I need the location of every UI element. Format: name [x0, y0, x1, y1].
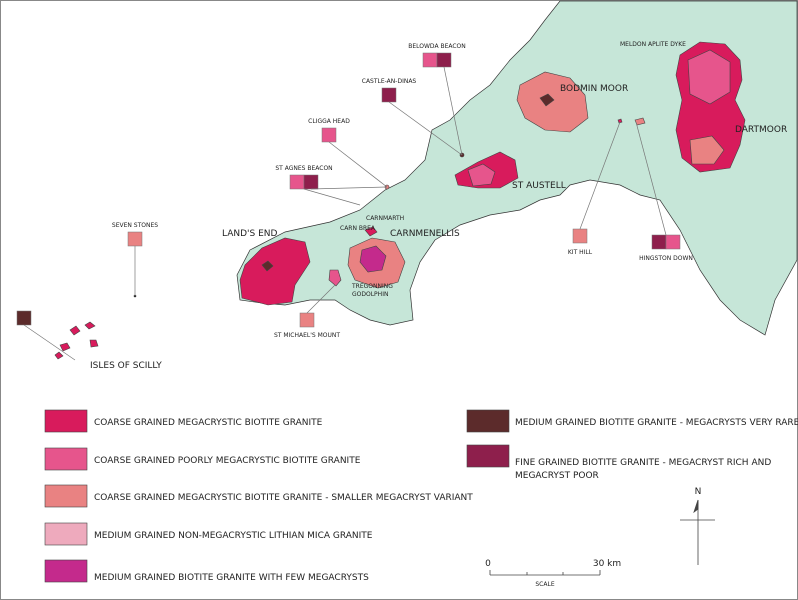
legend-swatch	[466, 409, 510, 433]
north-label: N	[695, 487, 702, 497]
north-arrow	[680, 499, 715, 565]
legend-label: MEGACRYST POOR	[515, 471, 599, 481]
place-label: CARN BREA	[340, 225, 376, 232]
scale-title: SCALE	[535, 581, 554, 588]
leader-lines	[23, 66, 667, 361]
labels: BELOWDA BEACON CASTLE-AN-DINAS CLIGGA HE…	[90, 41, 787, 371]
legend-label: MEDIUM GRAINED NON-MEGACRYSTIC LITHIAN M…	[94, 531, 373, 541]
place-label: MELDON APLITE DYKE	[620, 41, 686, 48]
scale-label: 30 km	[593, 559, 621, 569]
scale-label: 0	[485, 559, 491, 569]
place-label: ST AUSTELL	[512, 181, 566, 191]
legend-label: COARSE GRAINED POORLY MEGACRYSTIC BIOTIT…	[94, 456, 361, 466]
legend-label: MEDIUM GRAINED BIOTITE GRANITE WITH FEW …	[94, 573, 369, 583]
scale-bar	[489, 570, 601, 576]
legend-label: FINE GRAINED BIOTITE GRANITE - MEGACRYST…	[515, 458, 771, 468]
place-label: LAND'S END	[222, 229, 278, 239]
legend-swatch	[44, 447, 88, 471]
legend-swatch	[44, 522, 88, 546]
place-label: CARNMENELLIS	[390, 229, 460, 239]
place-label: BODMIN MOOR	[560, 84, 628, 94]
place-label: ST MICHAEL'S MOUNT	[274, 332, 340, 339]
legend: COARSE GRAINED MEGACRYSTIC BIOTITE GRANI…	[44, 409, 798, 583]
place-label: CARNMARTH	[366, 215, 404, 222]
place-label: SEVEN STONES	[112, 222, 158, 229]
legend-label: COARSE GRAINED MEGACRYSTIC BIOTITE GRANI…	[94, 418, 323, 428]
place-label: KIT HILL	[568, 249, 593, 256]
place-label: ISLES OF SCILLY	[90, 361, 162, 371]
place-label: CLIGGA HEAD	[308, 118, 350, 125]
place-label: ST AGNES BEACON	[275, 165, 332, 172]
legend-swatch	[44, 484, 88, 508]
location-boxes	[16, 52, 681, 328]
legend-swatch	[44, 409, 88, 433]
place-label: BELOWDA BEACON	[408, 43, 466, 50]
legend-swatch	[44, 559, 88, 583]
place-label: GODOLPHIN	[352, 291, 388, 298]
place-label: TREGONNING	[351, 283, 393, 290]
place-label: DARTMOOR	[735, 125, 787, 135]
legend-label: MEDIUM GRAINED BIOTITE GRANITE - MEGACRY…	[515, 418, 798, 428]
granites	[54, 41, 746, 360]
place-label: CASTLE-AN-DINAS	[362, 78, 417, 85]
legend-label: COARSE GRAINED MEGACRYSTIC BIOTITE GRANI…	[94, 493, 473, 503]
place-label: HINGSTON DOWN	[639, 255, 693, 262]
legend-swatch	[466, 444, 510, 468]
